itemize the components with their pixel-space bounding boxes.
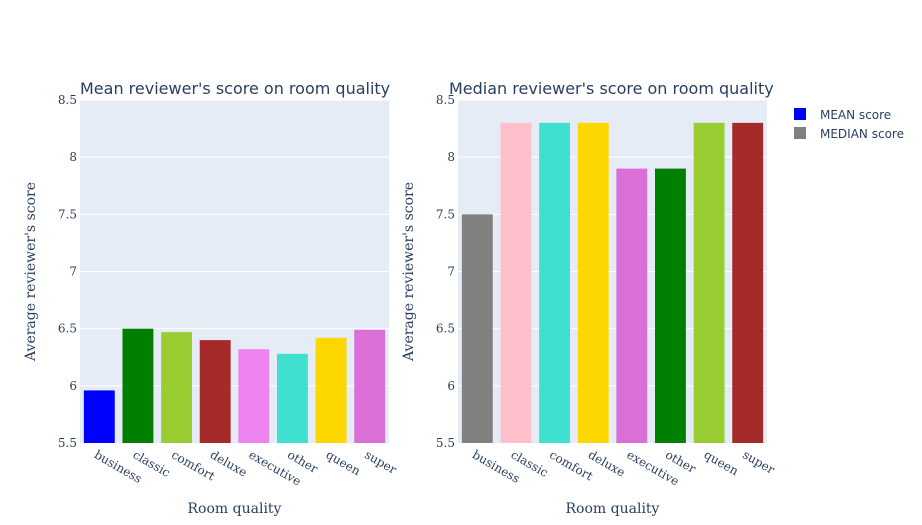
mean-chart-title: Mean reviewer's score on room quality xyxy=(80,79,390,98)
mean-y-ticks: 5.5 6 6.5 7 7.5 8 8.5 xyxy=(58,93,77,450)
median-x-tick-label-super: super xyxy=(740,447,777,476)
mean-y-tick-label: 6.5 xyxy=(58,322,77,336)
mean-y-axis-title: Average reviewer's score xyxy=(23,182,39,362)
median-y-axis-title: Average reviewer's score xyxy=(401,182,417,362)
median-x-axis-title: Room quality xyxy=(566,501,660,517)
legend: MEAN score MEDIAN score xyxy=(794,108,904,141)
mean-bar-business[interactable] xyxy=(83,390,115,443)
mean-x-tick-label-super: super xyxy=(362,447,399,476)
median-chart-title: Median reviewer's score on room quality xyxy=(449,79,774,98)
median-bar-super[interactable] xyxy=(732,122,764,443)
median-bar-other[interactable] xyxy=(654,168,686,443)
median-bar-business[interactable] xyxy=(461,214,493,443)
mean-y-tick-label: 7.5 xyxy=(58,207,77,221)
mean-bar-comfort[interactable] xyxy=(161,332,193,443)
median-y-tick-label: 6.5 xyxy=(436,322,455,336)
mean-x-tick-label-queen: queen xyxy=(324,447,364,478)
mean-y-tick-label: 7 xyxy=(69,265,77,279)
median-subplot: 5.5 6 6.5 7 7.5 8 8.5 businessclassiccomfortde… xyxy=(401,79,777,517)
median-y-tick-label: 7 xyxy=(447,265,455,279)
mean-y-tick-label: 8.5 xyxy=(58,93,77,107)
median-bar-queen[interactable] xyxy=(693,122,725,443)
median-y-tick-label: 8.5 xyxy=(436,93,455,107)
mean-bars xyxy=(83,328,386,443)
median-bar-executive[interactable] xyxy=(616,168,648,443)
mean-subplot: 5.5 6 6.5 7 7.5 8 8.5 businessclassiccomfortde… xyxy=(23,79,399,517)
legend-label-median: MEDIAN score xyxy=(820,127,904,141)
median-bar-deluxe[interactable] xyxy=(577,122,609,443)
median-x-tick-label-queen: queen xyxy=(702,447,742,478)
median-y-tick-label: 8 xyxy=(447,150,455,164)
mean-x-tick-label-comfort: comfort xyxy=(169,447,217,483)
mean-bar-other[interactable] xyxy=(276,353,308,443)
median-x-tick-label-comfort: comfort xyxy=(547,447,595,483)
mean-bar-super[interactable] xyxy=(354,329,386,443)
legend-label-mean: MEAN score xyxy=(820,108,891,122)
median-bar-classic[interactable] xyxy=(500,122,532,443)
median-y-ticks: 5.5 6 6.5 7 7.5 8 8.5 xyxy=(436,93,455,450)
mean-y-tick-label: 5.5 xyxy=(58,436,77,450)
mean-bar-executive[interactable] xyxy=(238,349,270,443)
median-bars xyxy=(461,122,764,443)
median-x-ticks: businessclassiccomfortdeluxeexecutiveoth… xyxy=(470,447,777,488)
mean-bar-queen[interactable] xyxy=(315,337,347,443)
mean-y-tick-label: 6 xyxy=(69,379,77,393)
mean-x-ticks: businessclassiccomfortdeluxeexecutiveoth… xyxy=(92,447,399,488)
median-y-tick-label: 6 xyxy=(447,379,455,393)
legend-swatch-mean xyxy=(794,108,806,120)
median-bar-comfort[interactable] xyxy=(539,122,571,443)
mean-y-tick-label: 8 xyxy=(69,150,77,164)
median-y-tick-label: 7.5 xyxy=(436,207,455,221)
mean-bar-classic[interactable] xyxy=(122,328,154,443)
median-y-tick-label: 5.5 xyxy=(436,436,455,450)
mean-bar-deluxe[interactable] xyxy=(199,340,231,443)
legend-swatch-median xyxy=(794,127,806,139)
legend-item-mean[interactable]: MEAN score xyxy=(794,108,891,122)
mean-x-axis-title: Room quality xyxy=(188,501,282,517)
legend-item-median[interactable]: MEDIAN score xyxy=(794,127,904,141)
